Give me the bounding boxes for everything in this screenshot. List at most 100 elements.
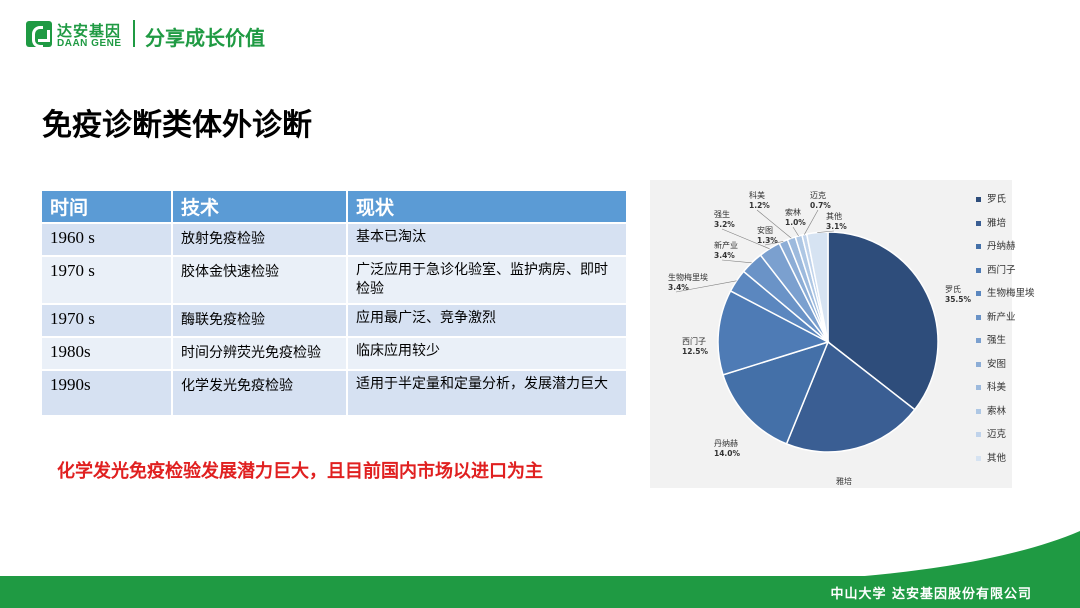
leader-line — [721, 259, 752, 264]
legend-item: 索林 — [976, 405, 1056, 429]
cell-time: 1980s — [42, 337, 173, 371]
slice-value-label: 35.5% — [945, 295, 972, 304]
footer-wave-decoration — [780, 531, 1080, 581]
legend-swatch — [976, 338, 981, 343]
slice-name-label: 迈克 — [810, 191, 826, 200]
highlight-statement: 化学发光免疫检验发展潜力巨大，且目前国内市场以进口为主 — [57, 461, 543, 482]
slice-name-label: 安图 — [757, 225, 773, 235]
legend-item: 生物梅里埃 — [976, 287, 1056, 311]
slice-value-label: 1.0% — [785, 218, 806, 227]
slice-value-label: 1.2% — [749, 201, 770, 210]
slice-value-label: 3.1% — [826, 222, 847, 231]
cell-status: 广泛应用于急诊化验室、监护病房、即时检验 — [347, 256, 628, 305]
pie-slice — [827, 231, 939, 411]
legend-swatch — [976, 361, 981, 367]
cell-status: 应用最广泛、竞争激烈 — [347, 304, 628, 338]
legend-swatch — [976, 432, 981, 437]
legend-label: 西门子 — [987, 264, 1016, 276]
legend-item: 新产业 — [976, 311, 1056, 335]
legend-swatch — [976, 291, 981, 296]
table-row: 1970 s 酶联免疫检验 应用最广泛、竞争激烈 — [42, 304, 628, 338]
cell-technology: 化学发光免疫检验 — [172, 370, 348, 417]
legend-label: 迈克 — [987, 429, 1007, 440]
legend-item: 强生 — [976, 334, 1056, 358]
cell-technology: 放射免疫检验 — [172, 223, 348, 257]
cell-technology: 胶体金快速检验 — [172, 256, 348, 305]
legend-item: 罗氏 — [976, 193, 1056, 217]
slice-name-label: 生物梅里埃 — [668, 272, 708, 282]
legend-swatch — [976, 220, 981, 226]
brand-slogan: 分享成长价值 — [145, 26, 265, 50]
legend-item: 其他 — [976, 452, 1056, 476]
brand-name-cn: 达安基因 — [57, 22, 122, 40]
legend-swatch — [976, 314, 981, 320]
brand-name-en: DAAN GENE — [57, 38, 122, 49]
slice-name-label: 其他 — [826, 211, 842, 221]
chart-legend: 罗氏雅培丹纳赫西门子生物梅里埃新产业强生安图科美索林迈克其他 — [976, 193, 1056, 475]
legend-swatch — [976, 408, 981, 414]
legend-item: 安图 — [976, 358, 1056, 382]
cell-status: 临床应用较少 — [347, 337, 628, 371]
legend-item: 迈克 — [976, 428, 1056, 452]
legend-swatch — [976, 197, 981, 202]
legend-label: 索林 — [987, 405, 1007, 417]
legend-item: 西门子 — [976, 264, 1056, 288]
cell-status: 适用于半定量和定量分析，发展潜力巨大 — [347, 370, 628, 417]
table-row: 1970 s 胶体金快速检验 广泛应用于急诊化验室、监护病房、即时检验 — [42, 256, 628, 305]
header-technology: 技术 — [172, 191, 348, 224]
slice-name-label: 雅培 — [836, 476, 852, 486]
table-row: 1960 s 放射免疫检验 基本已淘汰 — [42, 223, 628, 257]
header-status: 现状 — [347, 191, 628, 224]
cell-time: 1970 s — [42, 304, 173, 338]
slice-value-label: 14.0% — [714, 449, 741, 458]
pie-slice — [717, 289, 830, 376]
legend-item: 丹纳赫 — [976, 240, 1056, 264]
pie-slice — [722, 340, 830, 445]
table-row: 1980s 时间分辨荧光免疫检验 临床应用较少 — [42, 337, 628, 371]
leader-line — [764, 241, 784, 246]
slice-name-label: 丹纳赫 — [714, 438, 738, 448]
header-divider — [133, 20, 135, 47]
slice-name-label: 罗氏 — [945, 285, 961, 294]
legend-swatch — [976, 455, 981, 461]
page-title: 免疫诊断类体外诊断 — [42, 108, 312, 143]
leader-line — [721, 228, 770, 250]
footer-company: 中山大学 达安基因股份有限公司 — [830, 587, 1032, 602]
legend-label: 科美 — [987, 382, 1007, 393]
legend-item: 雅培 — [976, 217, 1056, 241]
legend-item: 科美 — [976, 381, 1056, 405]
technology-timeline-table: 时间 技术 现状 1960 s 放射免疫检验 基本已淘汰 1970 s 胶体金快… — [42, 191, 628, 417]
legend-label: 罗氏 — [987, 194, 1007, 205]
leader-line — [817, 230, 835, 233]
legend-label: 新产业 — [987, 311, 1016, 323]
legend-label: 雅培 — [987, 217, 1007, 229]
cell-time: 1960 s — [42, 223, 173, 257]
legend-label: 安图 — [987, 358, 1007, 370]
leader-line — [675, 280, 737, 293]
cell-time: 1970 s — [42, 256, 173, 305]
slice-value-label: 12.5% — [682, 347, 709, 356]
slice-value-label: 3.4% — [668, 283, 689, 292]
cell-status: 基本已淘汰 — [347, 223, 628, 257]
legend-swatch — [976, 244, 981, 249]
leader-line — [804, 209, 819, 235]
legend-label: 丹纳赫 — [987, 241, 1016, 252]
market-share-pie-chart: 罗氏35.5%雅培20.6%丹纳赫14.0%西门子12.5%生物梅里埃3.4%新… — [668, 190, 972, 488]
slice-value-label: 20.6% — [836, 487, 863, 488]
slice-name-label: 科美 — [749, 190, 765, 200]
leader-line — [792, 226, 799, 237]
pie-slice — [785, 340, 916, 453]
cell-time: 1990s — [42, 370, 173, 417]
slice-value-label: 0.7% — [810, 201, 831, 210]
cell-technology: 时间分辨荧光免疫检验 — [172, 337, 348, 371]
legend-label: 其他 — [987, 452, 1007, 464]
legend-label: 强生 — [987, 335, 1007, 346]
legend-swatch — [976, 385, 981, 390]
slice-value-label: 1.3% — [757, 236, 778, 245]
table-header-row: 时间 技术 现状 — [42, 191, 628, 224]
slice-value-label: 3.2% — [714, 220, 735, 229]
header-time: 时间 — [42, 191, 173, 224]
legend-label: 生物梅里埃 — [987, 288, 1035, 299]
leader-line — [756, 209, 792, 239]
slice-name-label: 西门子 — [682, 336, 706, 346]
